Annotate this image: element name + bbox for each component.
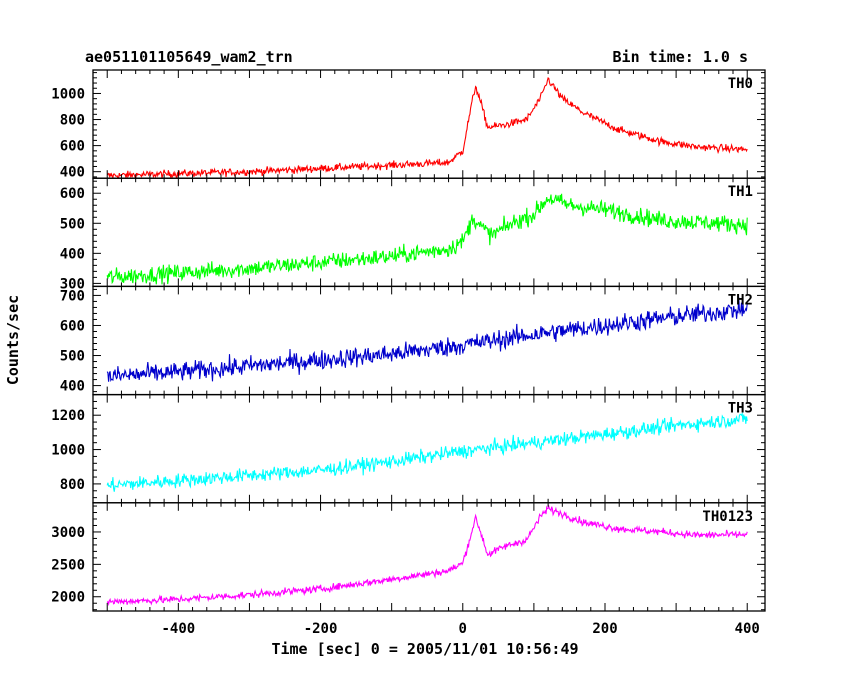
y-tick-label: 700 [60,288,85,304]
panel-frame [92,285,766,396]
y-tick-label: 1000 [51,86,85,102]
x-tick-label: -200 [304,621,338,637]
y-tick-label: 1000 [51,443,85,459]
x-axis-label: Time [sec] 0 = 2005/11/01 10:56:49 [271,640,578,658]
panel-th2: 400 500 600 700 TH2 [60,285,766,396]
series-line-th3 [106,411,748,492]
series-line-th0123 [106,504,748,607]
y-axis-label: Counts/sec [4,295,22,385]
panel-th3: 800 1000 1200 TH3 [51,393,766,504]
y-tick-label: 2000 [51,590,85,606]
plot-title: ae051101105649_wam2_trn [85,48,293,66]
y-tick-label: 500 [60,349,85,365]
series-line-th0 [106,77,748,179]
y-tick-label: 1200 [51,408,85,424]
y-tick-label: 500 [60,216,85,232]
y-tick-label: 3000 [51,525,85,541]
y-tick-label: 600 [60,318,85,334]
x-tick-label: 200 [592,621,617,637]
y-tick-label: 300 [60,276,85,292]
panel-frame [92,177,766,288]
series-line-th1 [106,193,748,285]
panel-label: TH1 [728,184,753,200]
panels-group: 400 600 800 1000 TH0 300 400 500 600 TH1 400 500 600… [51,69,766,612]
y-tick-label: 600 [60,139,85,155]
x-tick-label: -400 [161,621,195,637]
y-tick-label: 400 [60,246,85,262]
y-tick-label: 600 [60,186,85,202]
x-tick-labels: -400 -200 0 200 400 [161,621,759,637]
y-tick-label: 2500 [51,557,85,573]
panel-frame [92,502,766,612]
panel-label: TH0123 [702,509,753,525]
bin-time-label: Bin time: 1.0 s [613,48,748,66]
panel-th0: 400 600 800 1000 TH0 [51,69,766,181]
y-tick-label: 800 [60,477,85,493]
panel-th0123: 2000 2500 3000 TH0123 [51,502,766,612]
panel-label: TH0 [728,76,753,92]
panel-label: TH2 [728,292,753,308]
y-tick-label: 400 [60,379,85,395]
panel-label: TH3 [728,401,753,417]
panel-frame [92,393,766,504]
x-tick-label: 0 [459,621,467,637]
y-tick-label: 800 [60,113,85,129]
panel-th1: 300 400 500 600 TH1 [60,177,766,292]
x-tick-label: 400 [735,621,760,637]
y-tick-label: 400 [60,165,85,181]
series-line-th2 [106,297,748,382]
